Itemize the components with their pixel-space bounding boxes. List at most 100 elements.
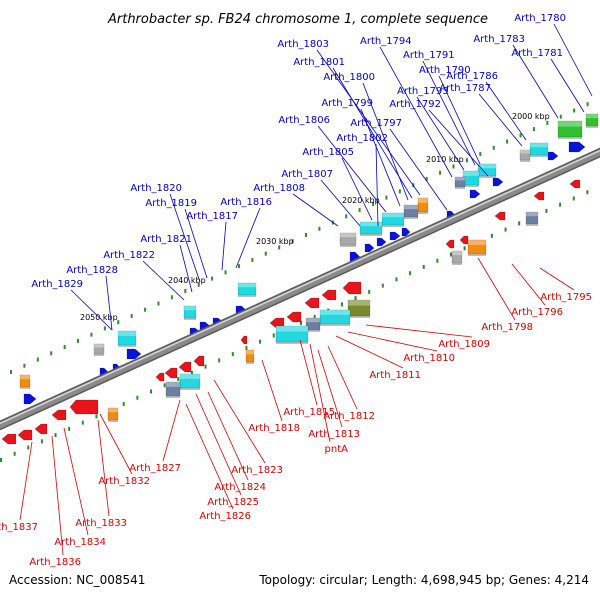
gene-block[interactable]: [417, 197, 429, 214]
forward-gene-label[interactable]: Arth_1801: [293, 57, 345, 68]
gene-block[interactable]: [237, 282, 257, 297]
forward-gene-label[interactable]: Arth_1802: [336, 133, 388, 144]
gene-block[interactable]: [451, 250, 463, 265]
gene-block[interactable]: [519, 149, 531, 162]
reverse-gene-label[interactable]: pntA: [325, 444, 349, 455]
forward-gene-arrow[interactable]: [126, 348, 142, 360]
reverse-gene-label[interactable]: Arth_1825: [207, 497, 259, 508]
forward-gene-arrow[interactable]: [389, 231, 401, 241]
reverse-gene-label[interactable]: Arth_1837: [0, 522, 38, 533]
forward-gene-label[interactable]: Arth_1781: [511, 48, 563, 59]
forward-gene-label[interactable]: Arth_1821: [140, 234, 192, 245]
gene-block[interactable]: [557, 120, 583, 139]
reverse-gene-arrow[interactable]: [164, 367, 178, 379]
forward-gene-arrow[interactable]: [364, 243, 375, 253]
forward-gene-label[interactable]: Arth_1783: [473, 34, 525, 45]
reverse-gene-label[interactable]: Arth_1809: [438, 339, 490, 350]
gene-block[interactable]: [467, 239, 487, 256]
reverse-gene-arrow[interactable]: [445, 239, 455, 249]
forward-gene-label[interactable]: Arth_1799: [321, 98, 373, 109]
gene-block[interactable]: [93, 343, 105, 356]
forward-gene-label[interactable]: Arth_1817: [186, 211, 238, 222]
gene-block[interactable]: [381, 212, 405, 227]
forward-gene-label[interactable]: Arth_1791: [403, 50, 455, 61]
reverse-gene-label[interactable]: Arth_1823: [231, 465, 283, 476]
reverse-gene-label[interactable]: Arth_1818: [248, 423, 300, 434]
gene-block[interactable]: [245, 349, 255, 364]
gene-block[interactable]: [403, 204, 419, 219]
forward-gene-label[interactable]: Arth_1829: [31, 279, 83, 290]
forward-gene-label[interactable]: Arth_1822: [103, 250, 155, 261]
forward-gene-label[interactable]: Arth_1819: [145, 198, 197, 209]
forward-gene-arrow[interactable]: [492, 177, 504, 187]
gene-block[interactable]: [183, 305, 197, 320]
gene-block[interactable]: [359, 221, 383, 236]
gene-block[interactable]: [339, 232, 357, 247]
reverse-gene-arrow[interactable]: [178, 361, 192, 373]
gene-block[interactable]: [275, 325, 309, 344]
reverse-gene-arrow[interactable]: [240, 335, 248, 345]
forward-gene-arrow[interactable]: [469, 189, 481, 199]
reverse-gene-label[interactable]: Arth_1795: [540, 292, 592, 303]
reverse-gene-arrow[interactable]: [1, 433, 17, 445]
reverse-gene-label[interactable]: Arth_1826: [199, 511, 251, 522]
gene-block[interactable]: [462, 170, 480, 187]
gene-block[interactable]: [319, 309, 351, 326]
reverse-gene-arrow[interactable]: [17, 429, 33, 441]
reverse-gene-label[interactable]: Arth_1824: [214, 482, 266, 493]
reverse-gene-label[interactable]: Arth_1810: [403, 353, 455, 364]
reverse-gene-arrow[interactable]: [69, 399, 99, 415]
forward-gene-label[interactable]: Arth_1794: [360, 36, 412, 47]
gene-block[interactable]: [477, 163, 497, 178]
reverse-gene-arrow[interactable]: [459, 235, 469, 245]
reverse-gene-label[interactable]: Arth_1834: [54, 537, 106, 548]
forward-gene-label[interactable]: Arth_1790: [419, 65, 471, 76]
gene-block[interactable]: [525, 211, 539, 226]
forward-gene-label[interactable]: Arth_1797: [350, 118, 402, 129]
reverse-gene-label[interactable]: Arth_1813: [308, 429, 360, 440]
reverse-gene-label[interactable]: Arth_1815: [283, 407, 335, 418]
forward-gene-label[interactable]: Arth_1793: [397, 86, 449, 97]
forward-gene-arrow[interactable]: [401, 227, 411, 237]
reverse-gene-arrow[interactable]: [304, 297, 320, 309]
reverse-gene-label[interactable]: Arth_1836: [29, 557, 81, 568]
reverse-gene-label[interactable]: Arth_1827: [129, 463, 181, 474]
forward-gene-label[interactable]: Arth_1816: [220, 197, 272, 208]
reverse-gene-arrow[interactable]: [193, 355, 205, 367]
reverse-gene-label[interactable]: Arth_1811: [369, 370, 421, 381]
forward-gene-label[interactable]: Arth_1820: [130, 183, 182, 194]
reverse-gene-label[interactable]: Arth_1796: [511, 307, 563, 318]
reverse-gene-label[interactable]: Arth_1832: [98, 476, 150, 487]
forward-gene-arrow[interactable]: [568, 141, 586, 153]
gene-block[interactable]: [117, 330, 137, 347]
forward-gene-label[interactable]: Arth_1803: [277, 39, 329, 50]
reverse-gene-label[interactable]: Arth_1833: [75, 518, 127, 529]
forward-gene-label[interactable]: Arth_1780: [514, 13, 566, 24]
gene-block[interactable]: [19, 374, 31, 389]
reverse-gene-arrow[interactable]: [569, 179, 581, 189]
gene-block[interactable]: [347, 299, 371, 318]
forward-gene-arrow[interactable]: [376, 237, 387, 247]
forward-gene-label[interactable]: Arth_1800: [323, 72, 375, 83]
forward-gene-label[interactable]: Arth_1787: [439, 83, 491, 94]
reverse-gene-arrow[interactable]: [321, 289, 337, 301]
reverse-gene-arrow[interactable]: [34, 423, 48, 435]
forward-gene-arrow[interactable]: [547, 151, 559, 161]
gene-block[interactable]: [454, 176, 466, 189]
gene-block[interactable]: [305, 317, 321, 332]
forward-gene-label[interactable]: Arth_1792: [389, 99, 441, 110]
reverse-gene-arrow[interactable]: [51, 409, 67, 421]
gene-block[interactable]: [179, 373, 201, 390]
forward-gene-label[interactable]: Arth_1806: [278, 115, 330, 126]
forward-gene-label[interactable]: Arth_1808: [253, 183, 305, 194]
forward-gene-label[interactable]: Arth_1786: [446, 71, 498, 82]
reverse-gene-arrow[interactable]: [494, 211, 506, 221]
gene-block[interactable]: [107, 407, 119, 422]
forward-gene-label[interactable]: Arth_1828: [66, 265, 118, 276]
gene-block[interactable]: [585, 113, 599, 128]
gene-block[interactable]: [529, 142, 549, 157]
reverse-gene-arrow[interactable]: [533, 191, 545, 201]
forward-gene-label[interactable]: Arth_1807: [281, 169, 333, 180]
reverse-gene-arrow[interactable]: [286, 311, 302, 323]
reverse-gene-arrow[interactable]: [155, 372, 165, 382]
